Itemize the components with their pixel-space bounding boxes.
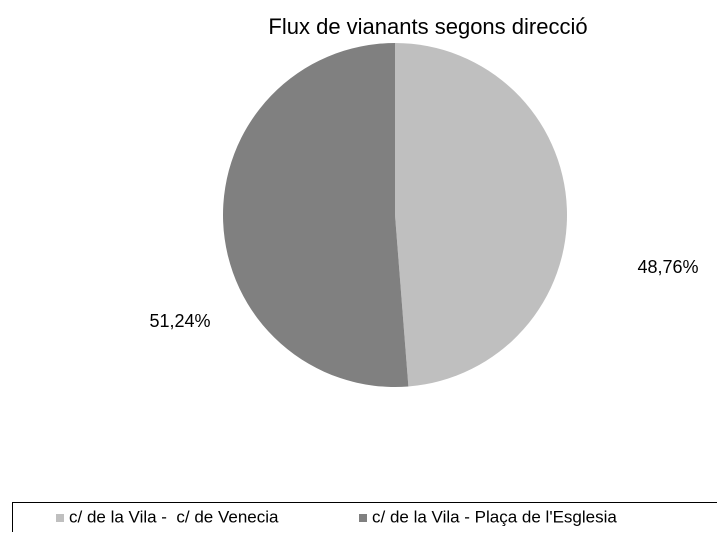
legend-label: c/ de la Vila - Plaça de l'Esglesia bbox=[372, 507, 617, 526]
legend-swatch bbox=[56, 514, 64, 522]
legend-label: c/ de la Vila - c/ de Venecia bbox=[69, 507, 279, 526]
data-label: 51,24% bbox=[149, 311, 210, 331]
chart-title: Flux de vianants segons direcció bbox=[268, 14, 587, 39]
legend-swatch bbox=[359, 514, 367, 522]
data-label: 48,76% bbox=[637, 257, 698, 277]
